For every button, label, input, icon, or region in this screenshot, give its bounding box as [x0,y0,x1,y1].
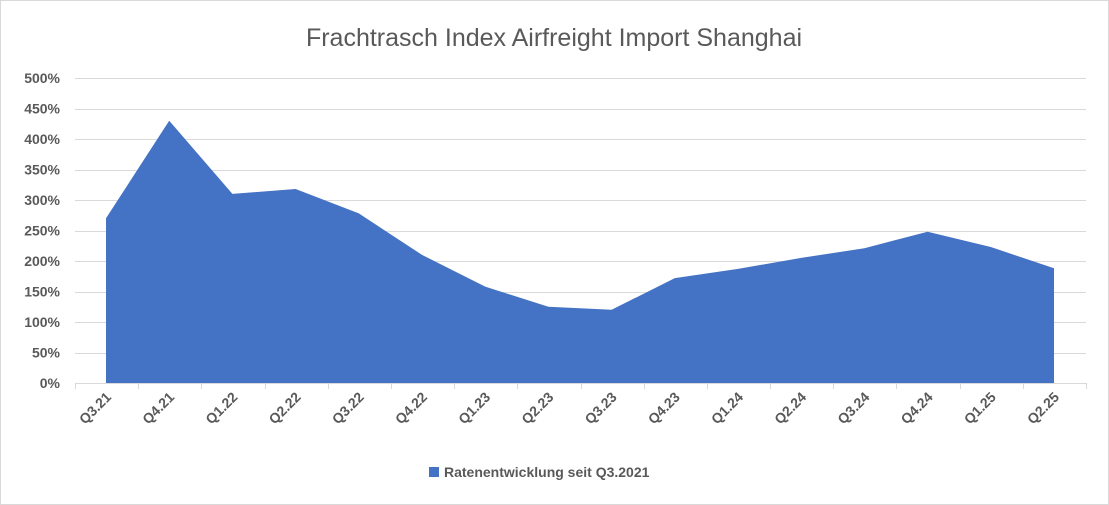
y-tick-label: 200% [24,253,60,269]
y-tick-label: 150% [24,284,60,300]
x-tick-label: Q2.25 [1024,389,1062,427]
y-tick-label: 500% [24,70,60,86]
legend: Ratenentwicklung seit Q3.2021 [429,464,650,480]
x-tick-label: Q1.24 [708,389,746,427]
y-axis-labels: 0% 50% 100% 150% 200% 250% 300% 350% 400% 450% 500… [24,70,60,391]
area-series [106,120,1054,383]
y-tick-label: 300% [24,192,60,208]
x-axis [75,383,1087,389]
legend-swatch [429,467,439,477]
x-tick-label: Q2.24 [771,389,809,427]
y-tick-label: 100% [24,314,60,330]
y-tick-label: 400% [24,131,60,147]
x-tick-label: Q4.24 [897,389,935,427]
x-tick-label: Q2.22 [265,389,303,427]
x-tick-label: Q1.22 [202,389,240,427]
y-tick-label: 250% [24,223,60,239]
x-tick-label: Q3.22 [329,389,367,427]
legend-label: Ratenentwicklung seit Q3.2021 [444,464,650,480]
y-tick-label: 50% [32,345,61,361]
x-tick-label: Q4.22 [392,389,430,427]
x-tick-label: Q4.23 [645,389,683,427]
x-tick-label: Q1.23 [455,389,493,427]
x-axis-labels: Q3.21 Q4.21 Q1.22 Q2.22 Q3.22 Q4.22 Q1.23 Q2.23… [76,389,1062,427]
x-tick-label: Q4.21 [139,389,177,427]
x-tick-label: Q3.24 [834,389,872,427]
x-tick-label: Q3.23 [581,389,619,427]
x-tick-label: Q1.25 [961,389,999,427]
chart-title: Frachtrasch Index Airfreight Import Shan… [306,24,802,52]
x-tick-label: Q3.21 [76,389,114,427]
y-tick-label: 0% [40,375,61,391]
y-tick-label: 350% [24,162,60,178]
area-series-ratenentwicklung [106,120,1054,383]
x-tick-label: Q2.23 [518,389,556,427]
y-tick-label: 450% [24,101,60,117]
